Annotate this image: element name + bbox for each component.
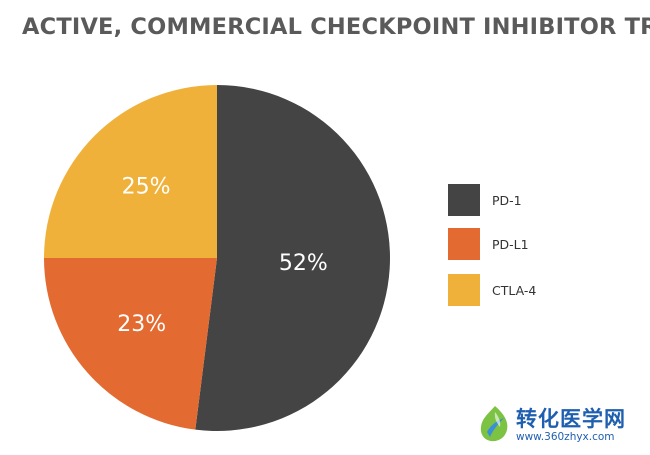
- pie-slice-pd-1: [195, 85, 391, 432]
- legend-item-pd-l1: PD-L1: [448, 228, 529, 260]
- legend-swatch: [448, 184, 480, 216]
- watermark-name: 转化医学网: [516, 407, 626, 431]
- legend-item-pd-1: PD-1: [448, 184, 522, 216]
- legend-swatch: [448, 274, 480, 306]
- pie-slice-pd-l1: [44, 258, 217, 430]
- legend-item-ctla-4: CTLA-4: [448, 274, 536, 306]
- legend-label: PD-1: [492, 192, 522, 208]
- watermark-url: www.360zhyx.com: [516, 431, 615, 443]
- watermark: 转化医学网 www.360zhyx.com: [478, 402, 640, 452]
- slice-label-pd-l1: 23%: [117, 312, 166, 337]
- legend-label: CTLA-4: [492, 282, 537, 298]
- legend-label: PD-L1: [492, 236, 529, 252]
- slice-label-pd-1: 52%: [279, 251, 328, 276]
- slice-label-ctla-4: 25%: [122, 175, 171, 200]
- pie-slice-ctla-4: [44, 85, 217, 258]
- watermark-logo-icon: [480, 406, 508, 442]
- chart-title: ACTIVE, COMMERCIAL CHECKPOINT INHIBITOR …: [22, 14, 650, 40]
- legend-swatch: [448, 228, 480, 260]
